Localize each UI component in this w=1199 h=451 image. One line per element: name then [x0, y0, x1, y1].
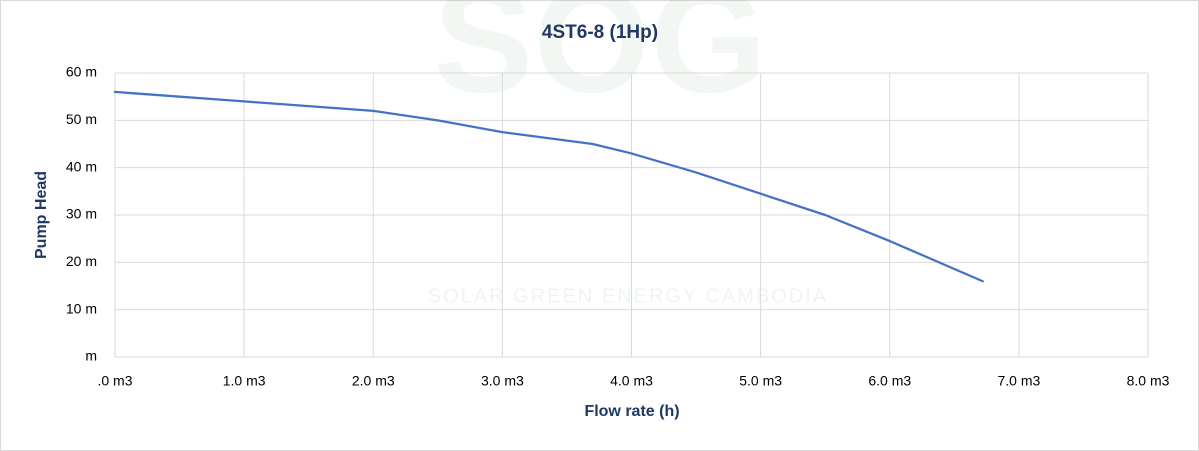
- y-tick-label: m: [85, 348, 97, 364]
- x-tick-label: .0 m3: [97, 373, 132, 389]
- line: [113, 90, 984, 283]
- x-tick-label: 1.0 m3: [223, 373, 266, 389]
- x-tick-label: 7.0 m3: [997, 373, 1040, 389]
- x-tick-label: 5.0 m3: [739, 373, 782, 389]
- y-tick-label: 30 m: [66, 206, 97, 222]
- y-tick-label: 40 m: [66, 158, 97, 174]
- watermark-logo: SOG: [433, 0, 766, 124]
- y-tick-label: 60 m: [66, 64, 97, 80]
- watermark: SOLAR GREEN ENERGY CAMBODIA: [428, 285, 828, 307]
- y-tick-label: 10 m: [66, 300, 97, 316]
- y-tick-label: 50 m: [66, 111, 97, 127]
- chart-title: 4ST6-8 (1Hp): [542, 22, 658, 43]
- x-tick-label: 6.0 m3: [868, 373, 911, 389]
- x-tick-label: 2.0 m3: [352, 373, 395, 389]
- x-axis-title: Flow rate (h): [584, 403, 679, 420]
- y-tick-label: 20 m: [66, 253, 97, 269]
- x-tick-label: 4.0 m3: [610, 373, 653, 389]
- x-tick-label: 3.0 m3: [481, 373, 524, 389]
- x-tick-label: 8.0 m3: [1127, 373, 1170, 389]
- y-axis-title: Pump Head: [33, 171, 50, 259]
